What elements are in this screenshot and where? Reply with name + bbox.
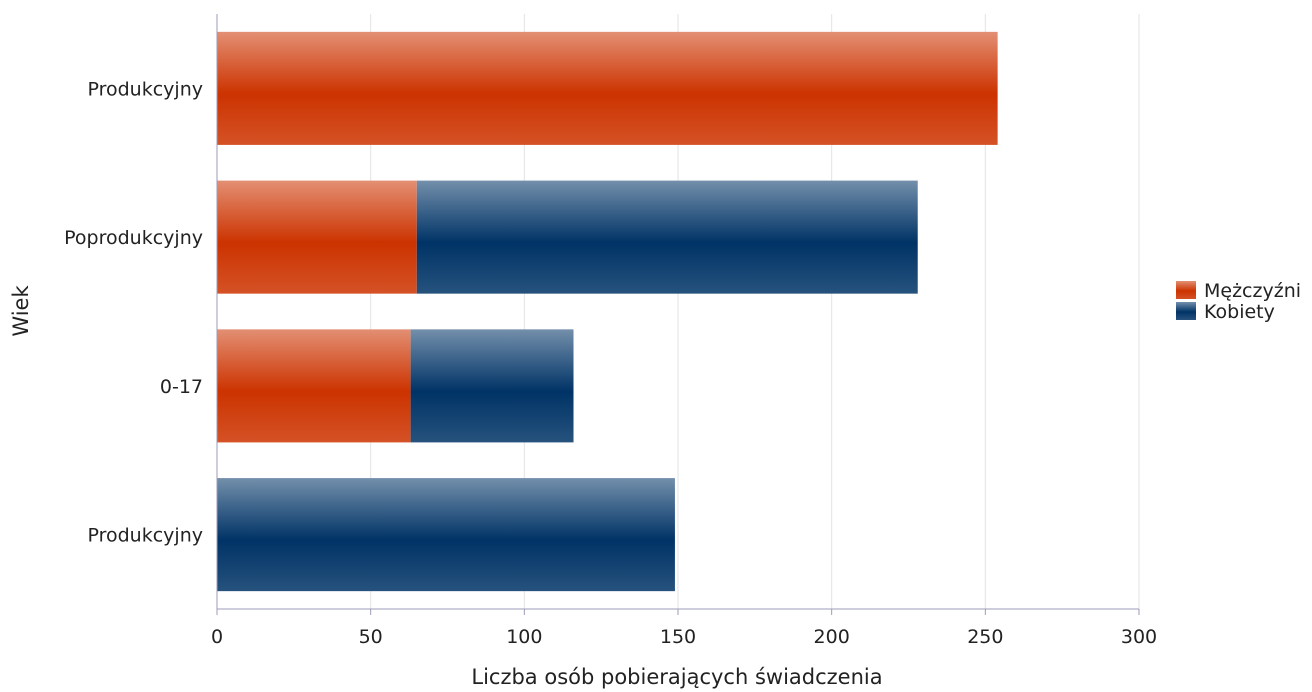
bar-women-2: [410, 329, 574, 443]
bar-men-1: [217, 180, 417, 294]
x-tick-label: 150: [660, 626, 696, 648]
y-category-label: Poprodukcyjny: [64, 227, 203, 249]
axes: [216, 14, 1140, 615]
bar-women-3: [217, 478, 675, 592]
bar-men-2: [217, 329, 411, 443]
x-tick-label: 200: [814, 626, 850, 648]
bar-men-0: [217, 31, 998, 145]
x-tick-label: 50: [359, 626, 383, 648]
x-tick-label: 0: [211, 626, 223, 648]
legend-label: Mężczyźni: [1204, 280, 1301, 302]
bars: [217, 31, 998, 592]
x-tick-label: 250: [967, 626, 1003, 648]
legend-swatch: [1176, 281, 1196, 299]
y-category-label: 0-17: [160, 376, 203, 398]
labels: Liczba osób pobierających świadczenia Wi…: [9, 78, 1157, 689]
x-tick-label: 100: [506, 626, 542, 648]
y-category-label: Produkcyjny: [87, 525, 203, 547]
legend-swatch: [1176, 302, 1196, 320]
bar-women-1: [416, 180, 918, 294]
x-tick-label: 300: [1121, 626, 1157, 648]
legend-label: Kobiety: [1204, 301, 1275, 323]
y-axis-title: Wiek: [9, 285, 33, 337]
y-category-label: Produkcyjny: [87, 78, 203, 100]
x-axis-title: Liczba osób pobierających świadczenia: [471, 665, 882, 689]
